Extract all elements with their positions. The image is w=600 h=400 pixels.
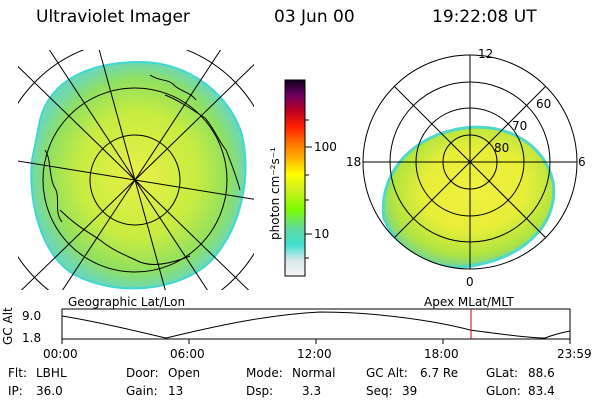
mlt-label-0: 0 [466, 275, 474, 289]
gc-alt-value: 6.7 Re [420, 366, 459, 380]
seq-value: 39 [402, 384, 418, 398]
glat-label: GLat: [486, 366, 519, 380]
date-label: 03 Jun 00 [274, 7, 355, 27]
colorbar-tick-10: 10 [314, 227, 330, 241]
filter-value: LBHL [36, 366, 67, 380]
geographic-image [18, 50, 254, 290]
instrument-title: Ultraviolet Imager [36, 7, 190, 27]
door-value: Open [168, 366, 201, 380]
x-tick-0600: 06:00 [170, 347, 205, 361]
altitude-y-top: 9.0 [22, 309, 42, 323]
mlt-label-18: 18 [346, 155, 362, 169]
mlt-label-12: 12 [478, 47, 494, 61]
mode-label: Mode: [246, 366, 283, 380]
seq-label: Seq: [366, 384, 393, 398]
glon-value: 83.4 [528, 384, 555, 398]
colorbar-unit-label: photon cm⁻²s⁻¹ [268, 147, 282, 240]
gain-value: 13 [168, 384, 184, 398]
glat-value: 88.6 [528, 366, 555, 380]
mlt-label-6: 6 [578, 155, 586, 169]
door-label: Door: [126, 366, 159, 380]
altitude-plot-frame [61, 308, 571, 344]
mode-value: Normal [292, 366, 336, 380]
colorbar [284, 79, 312, 277]
polar-plot [362, 54, 578, 270]
gain-label: Gain: [126, 384, 158, 398]
dsp-label: Dsp: [246, 384, 274, 398]
geographic-panel-label: Geographic Lat/Lon [68, 295, 186, 309]
colorbar-tick-100: 100 [314, 140, 337, 154]
dsp-value: 3.3 [302, 384, 322, 398]
mlat-label-70: 70 [512, 119, 528, 133]
ip-value: 36.0 [36, 384, 63, 398]
x-tick-2359: 23:59 [557, 347, 592, 361]
time-label: 19:22:08 UT [432, 7, 537, 27]
filter-label: Flt: [8, 366, 27, 380]
altitude-y-bottom: 1.8 [22, 331, 42, 345]
x-tick-1800: 18:00 [424, 347, 459, 361]
glon-label: GLon: [486, 384, 521, 398]
mlat-label-60: 60 [536, 97, 552, 111]
x-tick-1200: 12:00 [297, 347, 332, 361]
polar-panel-label: Apex MLat/MLT [424, 295, 514, 309]
x-tick-0000: 00:00 [43, 347, 78, 361]
gc-alt-label: GC Alt: [366, 366, 408, 380]
ip-label: IP: [8, 384, 23, 398]
mlat-label-80: 80 [494, 141, 510, 155]
altitude-axis-label: GC Alt [1, 307, 15, 345]
